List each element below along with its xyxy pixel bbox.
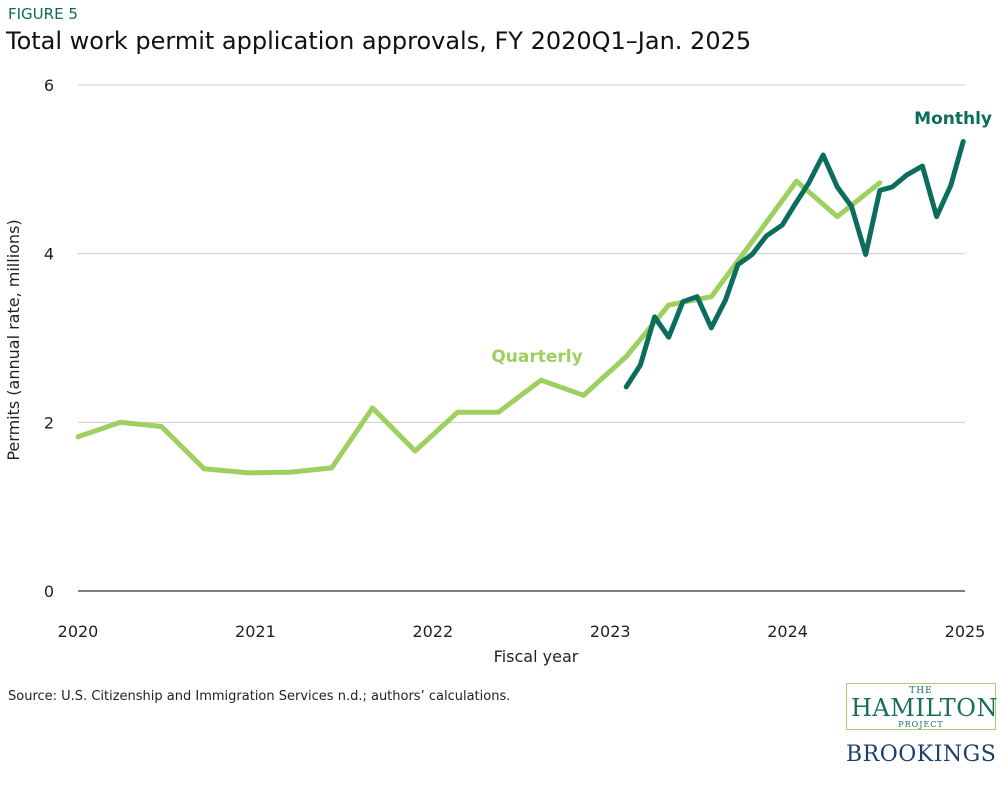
logo-hamilton: HAMILTON (851, 694, 998, 722)
hamilton-brookings-logo: THE HAMILTON PROJECT BROOKINGS (846, 683, 998, 767)
x-axis-label: Fiscal year (494, 647, 579, 666)
source-note: Source: U.S. Citizenship and Immigration… (8, 689, 511, 704)
series-label-monthly: Monthly (914, 109, 992, 129)
x-tick-label: 2020 (58, 622, 99, 641)
series-line-quarterly (75, 178, 883, 476)
chart-title: Total work permit application approvals,… (6, 27, 752, 55)
x-tick-label: 2022 (412, 622, 453, 641)
figure-label: FIGURE 5 (8, 5, 78, 23)
y-tick-label: 4 (44, 245, 54, 264)
y-tick-label: 6 (44, 76, 54, 95)
series-label-quarterly: Quarterly (491, 347, 582, 367)
x-tick-label: 2021 (235, 622, 276, 641)
x-tick-label: 2025 (945, 622, 986, 641)
y-axis-label: Permits (annual rate, millions) (4, 219, 23, 460)
series-line-monthly (623, 139, 966, 390)
x-tick-label: 2023 (590, 622, 631, 641)
hamilton-project-logo: THE HAMILTON PROJECT (846, 683, 998, 730)
logo-project: PROJECT (898, 720, 944, 729)
logo-the: THE (909, 686, 933, 696)
y-tick-label: 0 (44, 582, 54, 601)
x-tick-label: 2024 (767, 622, 808, 641)
brookings-logo: BROOKINGS (846, 742, 997, 767)
y-tick-label: 2 (44, 413, 54, 432)
